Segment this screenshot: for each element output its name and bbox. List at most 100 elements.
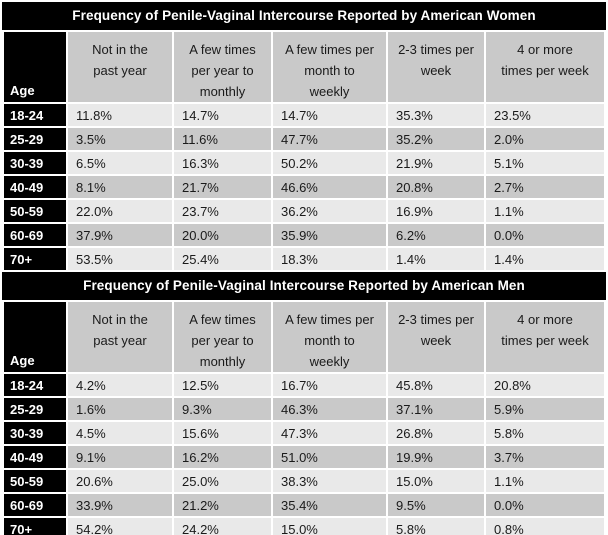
data-cell: 35.4%: [273, 494, 386, 516]
data-cell: 20.0%: [174, 224, 271, 246]
data-cell: 37.9%: [68, 224, 172, 246]
data-cell: 12.5%: [174, 374, 271, 396]
data-cell: 51.0%: [273, 446, 386, 468]
data-cell: 11.8%: [68, 104, 172, 126]
data-cell: 36.2%: [273, 200, 386, 222]
data-cell: 3.7%: [486, 446, 604, 468]
column-header: 2-3 times per week: [388, 32, 484, 102]
data-cell: 9.5%: [388, 494, 484, 516]
data-cell: 23.5%: [486, 104, 604, 126]
table-row: 60-69 33.9% 21.2% 35.4% 9.5% 0.0%: [4, 494, 604, 516]
data-cell: 1.6%: [68, 398, 172, 420]
data-cell: 37.1%: [388, 398, 484, 420]
data-cell: 4.2%: [68, 374, 172, 396]
data-cell: 50.2%: [273, 152, 386, 174]
table-row: 40-49 9.1% 16.2% 51.0% 19.9% 3.7%: [4, 446, 604, 468]
age-cell: 60-69: [4, 224, 66, 246]
data-cell: 15.0%: [273, 518, 386, 535]
column-header: 4 or more times per week: [486, 32, 604, 102]
table-row: 50-59 20.6% 25.0% 38.3% 15.0% 1.1%: [4, 470, 604, 492]
table-row: 40-49 8.1% 21.7% 46.6% 20.8% 2.7%: [4, 176, 604, 198]
age-cell: 25-29: [4, 398, 66, 420]
age-cell: 40-49: [4, 446, 66, 468]
header-row: Age Not in the past year A few times per y…: [4, 302, 604, 372]
table-row: 70+ 53.5% 25.4% 18.3% 1.4% 1.4%: [4, 248, 604, 270]
data-cell: 23.7%: [174, 200, 271, 222]
data-cell: 1.4%: [486, 248, 604, 270]
column-header: A few times per month to weekly: [273, 302, 386, 372]
column-header: 4 or more times per week: [486, 302, 604, 372]
frequency-table: Age Not in the past year A few times per y…: [2, 30, 606, 272]
table-body: 18-24 4.2% 12.5% 16.7% 45.8% 20.8% 25-29 1.6% 9.…: [4, 374, 604, 535]
data-cell: 15.0%: [388, 470, 484, 492]
data-cell: 18.3%: [273, 248, 386, 270]
data-cell: 4.5%: [68, 422, 172, 444]
data-cell: 19.9%: [388, 446, 484, 468]
age-cell: 30-39: [4, 422, 66, 444]
data-cell: 6.2%: [388, 224, 484, 246]
data-cell: 20.6%: [68, 470, 172, 492]
data-cell: 0.8%: [486, 518, 604, 535]
table-row: 18-24 11.8% 14.7% 14.7% 35.3% 23.5%: [4, 104, 604, 126]
data-cell: 16.7%: [273, 374, 386, 396]
data-cell: 22.0%: [68, 200, 172, 222]
data-cell: 21.9%: [388, 152, 484, 174]
data-cell: 25.4%: [174, 248, 271, 270]
column-header: Not in the past year: [68, 302, 172, 372]
data-cell: 35.3%: [388, 104, 484, 126]
data-cell: 2.7%: [486, 176, 604, 198]
data-cell: 21.7%: [174, 176, 271, 198]
data-cell: 5.8%: [486, 422, 604, 444]
table-row: 25-29 3.5% 11.6% 47.7% 35.2% 2.0%: [4, 128, 604, 150]
data-cell: 26.8%: [388, 422, 484, 444]
data-cell: 35.2%: [388, 128, 484, 150]
data-cell: 16.9%: [388, 200, 484, 222]
table-title: Frequency of Penile-Vaginal Intercourse …: [2, 272, 606, 300]
table-row: 25-29 1.6% 9.3% 46.3% 37.1% 5.9%: [4, 398, 604, 420]
column-header: A few times per year to monthly: [174, 32, 271, 102]
data-cell: 1.1%: [486, 470, 604, 492]
age-cell: 50-59: [4, 470, 66, 492]
data-cell: 20.8%: [486, 374, 604, 396]
age-cell: 25-29: [4, 128, 66, 150]
data-cell: 47.7%: [273, 128, 386, 150]
table-row: 30-39 6.5% 16.3% 50.2% 21.9% 5.1%: [4, 152, 604, 174]
data-cell: 9.1%: [68, 446, 172, 468]
age-cell: 70+: [4, 248, 66, 270]
data-cell: 16.3%: [174, 152, 271, 174]
age-cell: 30-39: [4, 152, 66, 174]
table-row: 50-59 22.0% 23.7% 36.2% 16.9% 1.1%: [4, 200, 604, 222]
age-cell: 18-24: [4, 374, 66, 396]
data-cell: 1.4%: [388, 248, 484, 270]
age-cell: 40-49: [4, 176, 66, 198]
data-cell: 15.6%: [174, 422, 271, 444]
data-cell: 14.7%: [174, 104, 271, 126]
column-header: A few times per year to monthly: [174, 302, 271, 372]
data-cell: 25.0%: [174, 470, 271, 492]
table-row: 70+ 54.2% 24.2% 15.0% 5.8% 0.8%: [4, 518, 604, 535]
frequency-table: Age Not in the past year A few times per y…: [2, 300, 606, 535]
data-cell: 16.2%: [174, 446, 271, 468]
data-cell: 14.7%: [273, 104, 386, 126]
table-body: 18-24 11.8% 14.7% 14.7% 35.3% 23.5% 25-29 3.5% 1…: [4, 104, 604, 270]
data-cell: 24.2%: [174, 518, 271, 535]
data-cell: 47.3%: [273, 422, 386, 444]
data-cell: 35.9%: [273, 224, 386, 246]
frequency-table-section: Frequency of Penile-Vaginal Intercourse …: [2, 2, 606, 272]
data-cell: 5.9%: [486, 398, 604, 420]
column-header: Not in the past year: [68, 32, 172, 102]
table-row: 60-69 37.9% 20.0% 35.9% 6.2% 0.0%: [4, 224, 604, 246]
data-cell: 0.0%: [486, 224, 604, 246]
data-cell: 9.3%: [174, 398, 271, 420]
data-cell: 21.2%: [174, 494, 271, 516]
column-header: 2-3 times per week: [388, 302, 484, 372]
data-cell: 5.1%: [486, 152, 604, 174]
data-cell: 46.6%: [273, 176, 386, 198]
data-cell: 38.3%: [273, 470, 386, 492]
age-cell: 50-59: [4, 200, 66, 222]
table-title: Frequency of Penile-Vaginal Intercourse …: [2, 2, 606, 30]
data-cell: 2.0%: [486, 128, 604, 150]
data-cell: 3.5%: [68, 128, 172, 150]
age-column-header: Age: [4, 32, 66, 102]
age-cell: 18-24: [4, 104, 66, 126]
